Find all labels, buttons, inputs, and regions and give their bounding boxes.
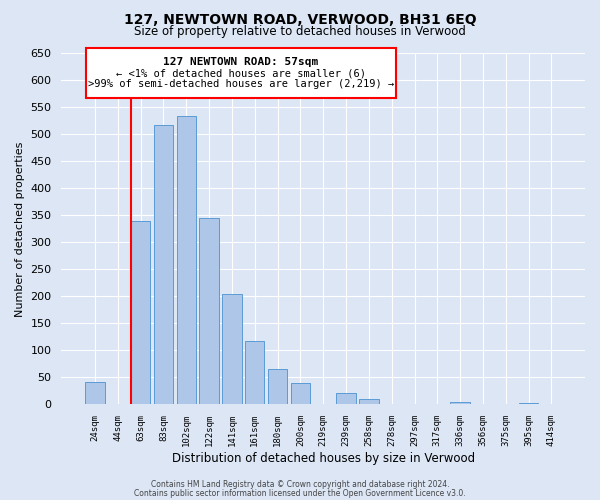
- Text: Size of property relative to detached houses in Verwood: Size of property relative to detached ho…: [134, 25, 466, 38]
- Bar: [519, 403, 538, 404]
- Text: 127 NEWTOWN ROAD: 57sqm: 127 NEWTOWN ROAD: 57sqm: [163, 57, 319, 67]
- Text: >99% of semi-detached houses are larger (2,219) →: >99% of semi-detached houses are larger …: [88, 79, 394, 89]
- Bar: [176, 116, 196, 405]
- Bar: [85, 382, 104, 404]
- Bar: [451, 402, 470, 404]
- Bar: [199, 218, 219, 404]
- Bar: [222, 294, 242, 405]
- Y-axis label: Number of detached properties: Number of detached properties: [15, 142, 25, 316]
- Bar: [337, 392, 356, 404]
- Bar: [131, 221, 150, 404]
- Text: ← <1% of detached houses are smaller (6): ← <1% of detached houses are smaller (6): [116, 68, 366, 78]
- Bar: [154, 124, 173, 404]
- Bar: [86, 48, 396, 98]
- X-axis label: Distribution of detached houses by size in Verwood: Distribution of detached houses by size …: [172, 452, 475, 465]
- Text: Contains HM Land Registry data © Crown copyright and database right 2024.: Contains HM Land Registry data © Crown c…: [151, 480, 449, 489]
- Bar: [268, 370, 287, 404]
- Text: 127, NEWTOWN ROAD, VERWOOD, BH31 6EQ: 127, NEWTOWN ROAD, VERWOOD, BH31 6EQ: [124, 12, 476, 26]
- Bar: [290, 383, 310, 404]
- Bar: [245, 340, 265, 404]
- Text: Contains public sector information licensed under the Open Government Licence v3: Contains public sector information licen…: [134, 488, 466, 498]
- Bar: [359, 399, 379, 404]
